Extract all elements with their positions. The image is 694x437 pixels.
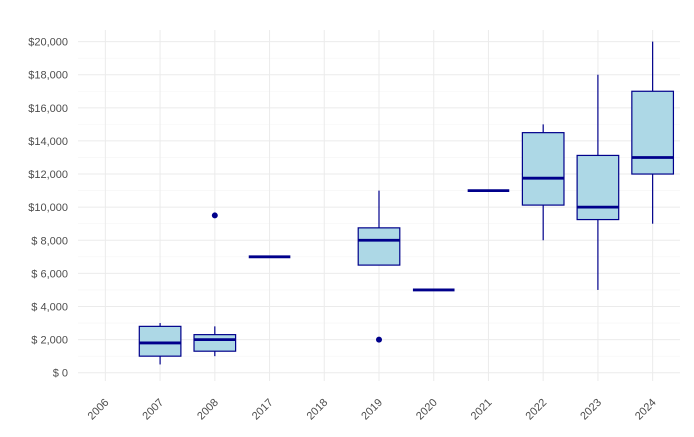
box-body <box>193 334 237 352</box>
y-tick-label: $ 6,000 <box>31 268 68 280</box>
x-tick-label: 2007 <box>140 397 166 423</box>
y-axis: $ 0 $ 2,000 $ 4,000 $ 6,000 $ 8,000 $10,000 $1… <box>28 37 68 380</box>
y-tick-label: $14,000 <box>28 136 68 148</box>
y-tick-label: $10,000 <box>28 202 68 214</box>
y-tick-label: $ 0 <box>53 368 68 380</box>
y-tick-label: $20,000 <box>28 37 68 49</box>
outlier-point <box>376 336 382 343</box>
y-tick-label: $ 2,000 <box>31 335 68 347</box>
x-tick-label: 2023 <box>578 397 604 423</box>
x-tick-label: 2024 <box>633 397 659 423</box>
x-tick-label: 2018 <box>305 397 331 423</box>
x-tick-label: 2022 <box>524 397 550 423</box>
box-2023 <box>576 74 620 290</box>
x-tick-label: 2008 <box>195 397 221 423</box>
box-body <box>138 325 182 357</box>
x-tick-label: 2017 <box>250 397 276 423</box>
y-tick-label: $ 8,000 <box>31 235 68 247</box>
x-tick-label: 2019 <box>359 397 385 423</box>
box-2008 <box>193 212 237 357</box>
box-2007 <box>138 323 182 365</box>
y-tick-label: $16,000 <box>28 103 68 115</box>
box-2024 <box>631 41 675 224</box>
box-body <box>576 154 620 221</box>
box-2022 <box>521 124 565 241</box>
box-body <box>521 132 565 206</box>
y-tick-label: $ 4,000 <box>31 301 68 313</box>
y-tick-label: $18,000 <box>28 70 68 82</box>
box-body <box>357 227 401 266</box>
x-axis: 2006 2007 2008 2017 2018 2019 2020 2021 2022 2023… <box>86 397 659 423</box>
x-tick-label: 2020 <box>414 397 440 423</box>
boxes-layer <box>138 41 675 365</box>
x-tick-label: 2021 <box>469 397 495 423</box>
outlier-point <box>211 212 218 219</box>
x-tick-label: 2006 <box>86 397 112 423</box>
y-tick-label: $12,000 <box>28 169 68 181</box>
box-body <box>631 90 675 175</box>
box-2019 <box>357 190 401 343</box>
